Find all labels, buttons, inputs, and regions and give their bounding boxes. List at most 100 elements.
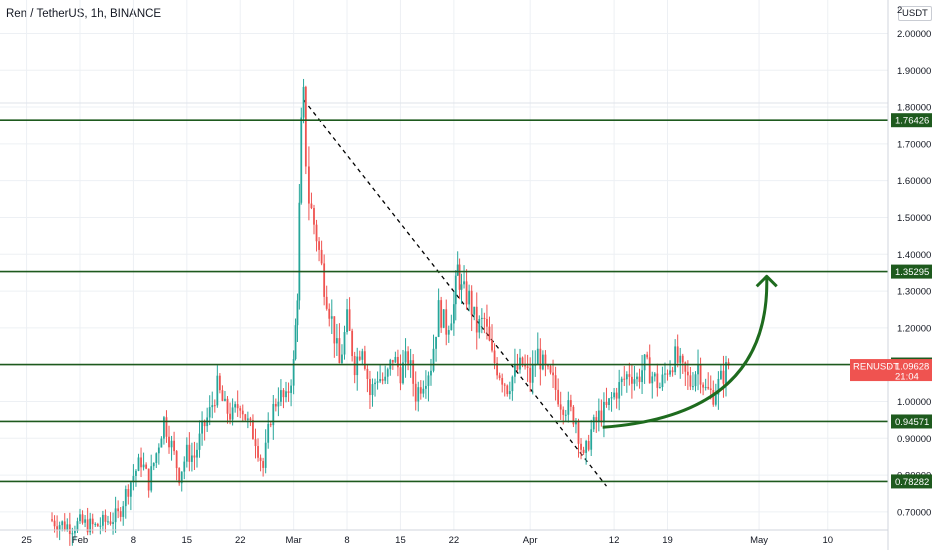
candle-body xyxy=(89,518,92,533)
candle-body xyxy=(170,440,173,448)
y-tick-label: 1.40000 xyxy=(897,250,931,261)
candle-body xyxy=(539,348,542,370)
candle-body xyxy=(302,86,305,118)
candle-body xyxy=(666,373,669,375)
x-tick-label: May xyxy=(750,535,768,546)
candle-body xyxy=(694,374,697,387)
candle-body xyxy=(218,375,221,391)
candle-body xyxy=(592,417,595,430)
candle-body xyxy=(296,300,299,326)
candle-body xyxy=(249,418,252,421)
projection-arrow-curve xyxy=(602,276,769,429)
x-tick-label: 12 xyxy=(609,535,620,546)
candle-body xyxy=(99,525,102,527)
candle-body xyxy=(68,524,71,534)
candle-body xyxy=(341,354,343,364)
candle-body xyxy=(323,263,326,297)
candle-body xyxy=(254,439,257,447)
candle-body xyxy=(717,378,720,395)
level-label: 1.35295 xyxy=(895,267,929,278)
candle-body xyxy=(572,406,575,425)
candle-body xyxy=(503,384,506,386)
candle-body xyxy=(294,325,297,360)
candle-body xyxy=(684,362,687,372)
candle-body xyxy=(549,366,552,373)
candle-body xyxy=(636,376,638,380)
candle-body xyxy=(623,378,626,380)
candle-body xyxy=(422,388,425,394)
candle-body xyxy=(198,433,201,450)
candle-body xyxy=(308,166,310,204)
candle-body xyxy=(384,376,387,381)
candle-body xyxy=(335,338,338,344)
candle-body xyxy=(669,370,671,375)
candle-body xyxy=(391,359,394,363)
candle-body xyxy=(386,369,389,377)
candle-body xyxy=(394,356,397,363)
x-tick-label: Mar xyxy=(285,535,301,546)
candle-body xyxy=(709,388,712,391)
candle-body xyxy=(221,390,224,401)
candle-body xyxy=(480,317,483,319)
candle-body xyxy=(603,401,605,423)
candle-body xyxy=(257,446,259,458)
candle-body xyxy=(155,453,158,463)
candle-body xyxy=(208,407,211,418)
candle-body xyxy=(486,318,488,327)
candle-body xyxy=(363,351,366,369)
candle-body xyxy=(686,371,689,376)
horizontal-levels xyxy=(0,119,888,483)
y-tick-label: 1.30000 xyxy=(897,287,931,298)
candle-body xyxy=(127,489,130,497)
current-price-value: 1.09628 xyxy=(895,362,929,373)
candle-body xyxy=(633,379,636,384)
current-price-symbol: RENUSDT xyxy=(853,362,899,373)
candle-body xyxy=(547,365,549,367)
candle-body xyxy=(63,521,66,530)
candle-body xyxy=(203,420,206,427)
candle-body xyxy=(628,374,631,377)
candle-body xyxy=(496,362,499,376)
candle-body xyxy=(236,404,239,409)
candle-body xyxy=(409,360,412,364)
candle-body xyxy=(234,404,237,408)
candle-body xyxy=(465,281,468,305)
candle-body xyxy=(160,438,163,448)
candle-body xyxy=(173,440,176,452)
y-tick-label: 1.50000 xyxy=(897,213,931,224)
candle-body xyxy=(379,379,382,382)
candle-body xyxy=(201,420,203,434)
y-tick-label: 1.90000 xyxy=(897,66,931,77)
candle-body xyxy=(361,351,364,360)
candle-body xyxy=(366,368,369,379)
candle-body xyxy=(597,410,600,421)
candle-body xyxy=(239,408,242,411)
candle-body xyxy=(544,354,547,366)
level-label: 0.94571 xyxy=(895,417,929,428)
x-tick-label: Feb xyxy=(72,535,88,546)
candle-body xyxy=(213,405,216,407)
candle-body xyxy=(109,521,112,524)
x-tick-label: 8 xyxy=(344,535,349,546)
candle-body xyxy=(193,455,196,458)
candle-body xyxy=(231,407,234,420)
candle-body xyxy=(600,410,603,423)
candle-body xyxy=(252,420,254,440)
candle-body xyxy=(353,356,356,376)
x-tick-label: 19 xyxy=(662,535,673,546)
candle-body xyxy=(529,367,532,383)
candle-body xyxy=(452,304,455,324)
projection-arrowhead xyxy=(755,274,778,288)
level-label-box xyxy=(891,264,932,279)
candle-body xyxy=(183,461,186,472)
candle-body xyxy=(84,519,86,523)
projection-arrow-layer xyxy=(602,274,778,429)
level-label-box xyxy=(891,474,932,489)
candle-body xyxy=(114,508,117,523)
candle-body xyxy=(454,275,457,305)
candle-body xyxy=(269,424,272,426)
candle-body xyxy=(122,506,125,517)
candle-body xyxy=(432,348,435,371)
currency-badge[interactable]: USDT xyxy=(898,6,932,21)
